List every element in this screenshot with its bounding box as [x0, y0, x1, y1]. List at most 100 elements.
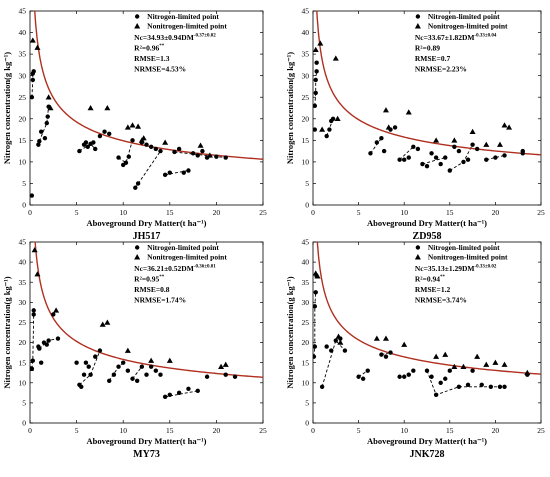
y-tick-label: 25: [19, 318, 27, 327]
nitrogen-limited-point: [411, 144, 416, 149]
nitrogen-limited-point: [379, 135, 384, 141]
nonitrogen-limited-point: [317, 40, 324, 46]
dashed-link-line: [31, 314, 35, 369]
nitrogen-limited-point: [162, 394, 168, 400]
x-tick-label: 5: [357, 208, 361, 217]
y-tick-label: 15: [302, 358, 310, 367]
x-tick-label: 20: [213, 426, 221, 435]
nitrogen-limited-point: [330, 116, 336, 121]
x-tick-label: 15: [166, 426, 174, 435]
y-tick-label: 10: [302, 157, 310, 166]
nitrogen-limited-point: [31, 69, 36, 74]
y-tick-label: 45: [302, 238, 310, 247]
dashed-link-line: [79, 143, 96, 152]
x-axis-title: Aboveground Dry Matter(t ha⁻¹): [367, 436, 487, 446]
nonitrogen-limited-point: [34, 271, 41, 277]
y-tick-label: 15: [19, 136, 27, 145]
nonitrogen-limited-point: [87, 105, 94, 111]
nonitrogen-limited-point: [506, 124, 513, 130]
stat-equation: Nc=35.13±1.29DM-0.33±0.02: [415, 264, 497, 273]
nitrogen-limited-point: [493, 155, 498, 160]
nitrogen-limited-point: [55, 336, 61, 341]
nonitrogen-limited-point: [433, 137, 440, 143]
stat-equation-base: Nc=35.13±1.29DM: [415, 264, 475, 273]
nitrogen-limited-point: [172, 149, 177, 155]
y-tick-label: 35: [302, 278, 310, 287]
nitrogen-limited-point: [38, 129, 44, 134]
y-tick-label: 35: [302, 50, 310, 59]
nitrogen-limited-point: [360, 376, 366, 381]
stat-nrmse: NRMSE=1.74%: [134, 296, 186, 305]
nonitrogen-limited-point: [332, 55, 339, 61]
chart-panel-zd958: 0 5 10 15 20 25 30 35 40 45 0 5 10 15 20 25 Aboveground …: [285, 7, 545, 242]
y-tick-label: 5: [22, 179, 26, 188]
x-tick-label: 25: [259, 208, 267, 217]
nonitrogen-limited-point: [314, 273, 321, 279]
nonitrogen-limited-point: [34, 44, 41, 50]
nitrogen-limited-point: [148, 144, 154, 149]
nonitrogen-limited-point: [162, 139, 169, 145]
nitrogen-limited-point: [443, 155, 448, 160]
nonitrogen-limited-point: [405, 109, 412, 115]
x-tick-label: 10: [119, 208, 127, 217]
nitrogen-limited-point: [447, 168, 452, 173]
y-tick-label: 20: [302, 114, 310, 123]
y-tick-label: 0: [22, 419, 26, 428]
panel-label: JNK728: [410, 449, 445, 460]
nitrogen-limited-point: [126, 154, 131, 159]
y-tick-label: 0: [22, 201, 26, 210]
dashed-link-line: [486, 154, 505, 161]
nitrogen-limited-point: [31, 308, 36, 313]
nitrogen-limited-point: [204, 374, 210, 379]
y-tick-label: 30: [302, 298, 310, 307]
nitrogen-limited-point: [200, 148, 205, 154]
y-tick-label: 20: [19, 338, 27, 347]
y-tick-label: 5: [22, 398, 26, 407]
y-tick-label: 40: [19, 258, 27, 267]
nonitrogen-limited-point: [45, 94, 52, 100]
nonitrogen-limited-point: [197, 142, 204, 148]
critical-dilution-curve: [316, 242, 541, 375]
stat-equation: Nc=34.93±0.94DM-0.37±0.02: [134, 33, 216, 42]
nitrogen-limited-point: [420, 161, 425, 167]
y-tick-label: 25: [302, 318, 310, 327]
nitrogen-limited-point: [30, 358, 35, 363]
nitrogen-limited-point: [324, 344, 329, 349]
nitrogen-limited-point: [424, 368, 430, 373]
y-tick-label: 0: [305, 419, 309, 428]
x-tick-label: 0: [311, 426, 315, 435]
x-tick-label: 15: [446, 426, 454, 435]
nonitrogen-limited-point: [373, 335, 380, 341]
nitrogen-limited-point: [313, 344, 318, 349]
nitrogen-limited-point: [232, 374, 238, 379]
stat-equation: Nc=33.67±1.82DM-0.33±0.04: [415, 33, 497, 42]
y-tick-label: 20: [302, 338, 310, 347]
nitrogen-limited-point: [374, 140, 380, 145]
nitrogen-limited-point: [45, 114, 50, 119]
nitrogen-limited-point: [83, 360, 89, 365]
nonitrogen-limited-point: [496, 141, 503, 147]
stat-r2-value: R²=0.96: [134, 44, 159, 53]
x-axis-title: Aboveground Dry Matter(t ha⁻¹): [367, 218, 487, 228]
nonitrogen-limited-point: [99, 321, 106, 327]
nonitrogen-limited-point: [148, 357, 155, 363]
nonitrogen-limited-point: [460, 363, 467, 369]
nitrogen-limited-point: [379, 352, 384, 357]
nitrogen-limited-point: [42, 135, 48, 141]
legend-triangle-marker: [134, 254, 141, 260]
nitrogen-limited-point: [438, 380, 443, 385]
x-axis-title: Aboveground Dry Matter(t ha⁻¹): [87, 218, 207, 228]
nitrogen-limited-point: [195, 388, 200, 394]
nitrogen-limited-point: [116, 155, 121, 160]
nonitrogen-limited-point: [319, 126, 326, 132]
plot-area: [30, 11, 263, 198]
legend-triangle-marker: [414, 23, 421, 29]
nonitrogen-limited-point: [313, 46, 319, 53]
nonitrogen-limited-point: [483, 361, 490, 367]
x-tick-label: 10: [119, 426, 127, 435]
nitrogen-limited-point: [223, 372, 228, 377]
nitrogen-limited-point: [397, 374, 402, 379]
stat-equation-exponent: -0.36±0.01: [194, 265, 216, 270]
